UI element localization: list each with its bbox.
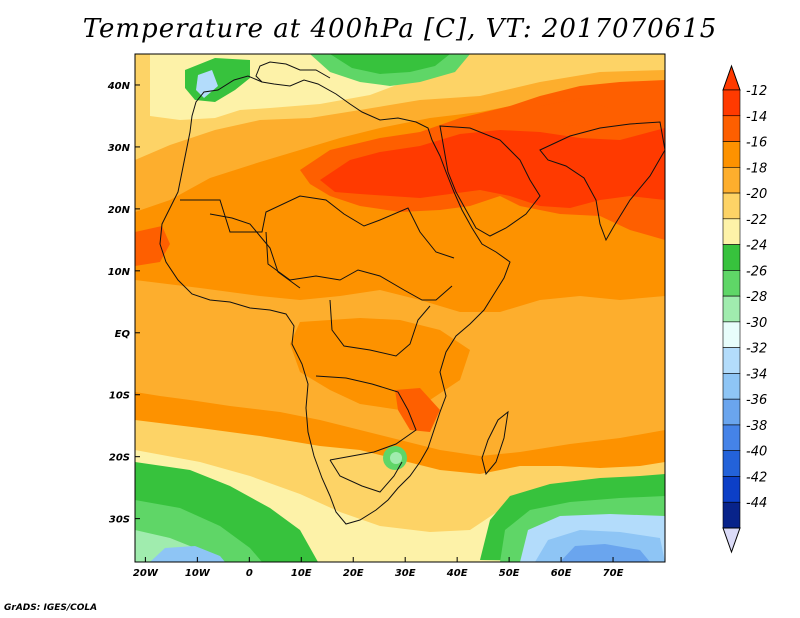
colorbar-swatch	[722, 89, 741, 117]
colorbar-label: -18	[746, 161, 767, 176]
colorbar-swatch	[722, 398, 741, 426]
colorbar-label: -40	[746, 445, 767, 460]
colorbar-label: -26	[746, 264, 767, 279]
colorbar-label: -16	[746, 136, 767, 151]
colorbar-swatch	[722, 347, 741, 374]
colorbar-swatch	[722, 476, 741, 503]
temperature-field	[135, 54, 665, 562]
y-tick-label: 40N	[107, 81, 131, 92]
colorbar-label: -24	[746, 239, 767, 254]
y-tick-label: 30S	[109, 515, 130, 526]
colorbar-label: -44	[746, 496, 767, 511]
colorbar-swatch	[722, 192, 741, 220]
colorbar-swatch	[722, 270, 741, 297]
colorbar-label: -32	[746, 342, 767, 357]
colorbar-swatch	[722, 141, 741, 168]
y-tick-label: 10S	[109, 391, 130, 402]
colorbar-label: -30	[746, 316, 767, 331]
map-frame	[134, 53, 666, 563]
colorbar-label: -34	[746, 367, 767, 382]
colorbar-label: -36	[746, 393, 767, 408]
colorbar-swatch	[722, 450, 741, 477]
colorbar-swatch	[722, 424, 741, 452]
y-tick-label: 10N	[108, 267, 131, 278]
colorbar-label: -42	[746, 470, 767, 485]
colorbar-swatch	[722, 321, 741, 348]
colorbar-swatch	[722, 218, 741, 245]
colorbar-over-arrow	[722, 64, 741, 91]
x-tick-label: 50E	[499, 568, 520, 579]
colorbar-swatch	[722, 244, 741, 271]
latitude-axis: 40N 30N 20N 10N EQ 10S 20S 30S	[107, 81, 140, 526]
longitude-axis: 20W 10W 0 10E 20E 30E 40E 50E 60E 70E	[133, 557, 624, 579]
y-tick-label: EQ	[115, 329, 131, 340]
colorbar-label: -38	[746, 419, 767, 434]
colorbar-swatch	[722, 166, 741, 194]
x-tick-label: 20W	[133, 568, 159, 579]
colorbar-label: -28	[746, 290, 767, 305]
colorbar-label: -12	[746, 84, 767, 99]
x-tick-label: 40E	[446, 568, 468, 579]
colorbar-swatch	[722, 295, 741, 323]
x-tick-label: 0	[246, 568, 253, 579]
coastlines	[159, 61, 665, 525]
grads-credit: GrADS: IGES/COLA	[4, 603, 98, 613]
colorbar-swatch	[722, 373, 741, 400]
map-title: Temperature at 400hPa [C], VT: 201707061…	[82, 14, 718, 44]
colorbar-label: -14	[746, 110, 767, 125]
x-tick-label: 20E	[343, 568, 364, 579]
x-tick-label: 30E	[395, 568, 416, 579]
colorbar-label: -20	[746, 187, 767, 202]
colorbar-label: -22	[746, 213, 767, 228]
colorbar: -12 -14 -16 -18 -20 -22 -24 -26 -28 -30 -32 -34 -36 -…	[722, 64, 767, 554]
colorbar-swatch	[722, 115, 741, 142]
y-tick-label: 20N	[108, 205, 131, 216]
x-tick-label: 10W	[185, 568, 211, 579]
colorbar-under-arrow	[722, 527, 741, 554]
x-tick-label: 10E	[291, 568, 312, 579]
x-tick-label: 60E	[551, 568, 572, 579]
y-tick-label: 20S	[109, 453, 130, 464]
colorbar-swatch	[722, 501, 741, 529]
x-tick-label: 70E	[603, 568, 624, 579]
y-tick-label: 30N	[108, 143, 131, 154]
